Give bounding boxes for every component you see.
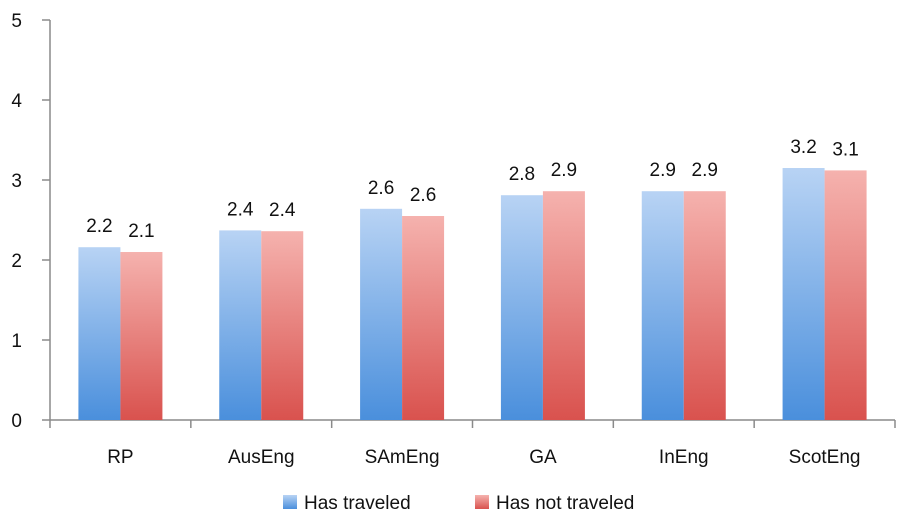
bar-has-not-traveled — [261, 231, 304, 420]
bar-has-not-traveled — [402, 216, 445, 420]
y-tick-label: 3 — [11, 171, 22, 192]
y-tick-label: 4 — [11, 91, 22, 112]
bar-has-not-traveled — [824, 170, 867, 420]
data-label: 2.4 — [227, 199, 254, 220]
bar-has-traveled — [78, 247, 121, 420]
data-label: 2.1 — [128, 221, 154, 242]
y-tick-label: 2 — [11, 251, 22, 272]
bar-has-traveled — [360, 208, 403, 420]
bar-has-traveled — [641, 191, 684, 420]
legend-swatch-has-traveled — [283, 495, 297, 509]
bar-has-traveled — [500, 195, 543, 420]
legend-label: Has not traveled — [496, 493, 634, 514]
legend-label: Has traveled — [304, 493, 411, 514]
data-label: 2.2 — [86, 216, 112, 237]
bar-has-traveled — [782, 168, 825, 420]
y-axis: 0 1 2 3 4 5 — [11, 11, 51, 432]
y-tick-label: 0 — [11, 411, 22, 432]
x-tick-label: AusEng — [228, 447, 295, 468]
data-label: 2.9 — [692, 160, 718, 181]
y-tick-label: 5 — [11, 11, 22, 32]
data-label: 2.6 — [368, 178, 394, 199]
x-tick-label: InEng — [659, 447, 709, 468]
data-label: 3.2 — [790, 137, 816, 158]
y-tick-label: 1 — [11, 331, 22, 352]
bar-has-not-traveled — [542, 191, 585, 420]
data-label: 3.1 — [832, 139, 858, 160]
x-tick-label: ScotEng — [789, 447, 861, 468]
data-label: 2.9 — [650, 160, 676, 181]
data-label: 2.9 — [551, 160, 577, 181]
bars — [78, 168, 867, 420]
data-label: 2.8 — [509, 164, 535, 185]
data-label: 2.4 — [269, 200, 296, 221]
bar-has-not-traveled — [120, 252, 163, 420]
legend-swatch-has-not-traveled — [475, 495, 489, 509]
bar-has-traveled — [219, 230, 262, 420]
data-labels: 2.2 2.1 2.4 2.4 2.6 2.6 2.8 2.9 2.9 2.9 3.2 3.1 — [86, 137, 859, 242]
x-axis: RP AusEng SAmEng GA InEng ScotEng — [49, 419, 896, 468]
x-tick-label: GA — [529, 447, 557, 468]
data-label: 2.6 — [410, 185, 436, 206]
x-tick-label: SAmEng — [365, 447, 440, 468]
x-tick-label: RP — [107, 447, 133, 468]
bar-has-not-traveled — [683, 191, 726, 420]
legend: Has traveled Has not traveled — [283, 493, 634, 514]
